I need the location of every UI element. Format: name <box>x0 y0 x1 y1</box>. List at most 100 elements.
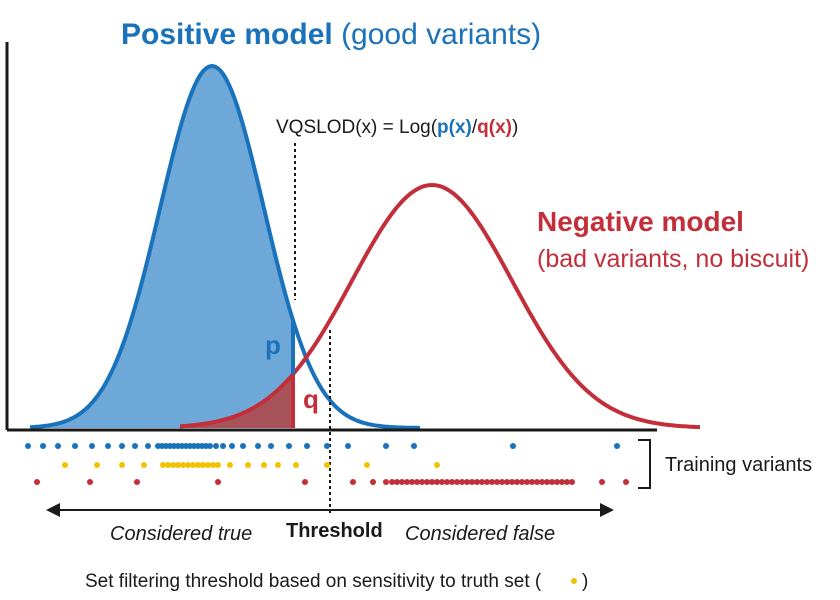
positive-variant-dot <box>105 443 111 449</box>
positive-variant-dot <box>119 443 125 449</box>
negative-variant-dot <box>504 479 510 485</box>
negative-variant-dot <box>370 479 376 485</box>
positive-model-title: Positive model (good variants) <box>121 18 541 51</box>
negative-variant-dot <box>449 479 455 485</box>
negative-variant-dot <box>479 479 485 485</box>
positive-variant-dot <box>89 443 95 449</box>
negative-variant-dot <box>419 479 425 485</box>
negative-variant-dot <box>484 479 490 485</box>
positive-variant-dots <box>25 443 620 449</box>
truth-set-variant-dot <box>205 462 211 468</box>
truth-set-variant-dot <box>141 462 147 468</box>
negative-variant-dot <box>559 479 565 485</box>
truth-set-variant-dot <box>210 462 216 468</box>
truth-set-variant-dot <box>275 462 281 468</box>
positive-variant-dot <box>383 443 389 449</box>
negative-variant-dot <box>399 479 405 485</box>
truth-set-variant-dot <box>364 462 370 468</box>
negative-variant-dot <box>549 479 555 485</box>
negative-model-curve <box>179 182 701 430</box>
negative-variant-dot <box>554 479 560 485</box>
truth-set-variant-dot <box>434 462 440 468</box>
negative-variant-dot <box>544 479 550 485</box>
negative-overlap-area <box>180 375 293 428</box>
positive-variant-dot <box>324 443 330 449</box>
training-variants-label: Training variants <box>665 454 812 476</box>
positive-variant-dot <box>411 443 417 449</box>
negative-variant-dot <box>464 479 470 485</box>
negative-variant-dot <box>389 479 395 485</box>
positive-variant-dot <box>255 443 261 449</box>
negative-variant-dot <box>623 479 629 485</box>
positive-variant-dot <box>207 443 213 449</box>
positive-model-curve <box>29 63 420 430</box>
q-label: q <box>303 384 319 414</box>
negative-variant-dot <box>569 479 575 485</box>
negative-variant-dot <box>509 479 515 485</box>
negative-variant-dot <box>424 479 430 485</box>
truth-set-variant-dot <box>324 462 330 468</box>
positive-variant-dot <box>229 443 235 449</box>
negative-variant-dot <box>429 479 435 485</box>
truth-set-variant-dot <box>261 462 267 468</box>
positive-variant-dot <box>268 443 274 449</box>
negative-variant-dot <box>439 479 445 485</box>
footer-close-paren: ) <box>582 571 588 592</box>
footer-note: Set filtering threshold based on sensiti… <box>85 571 542 592</box>
positive-variant-dot <box>240 443 246 449</box>
positive-variant-dot <box>510 443 516 449</box>
negative-variant-dot <box>529 479 535 485</box>
negative-variant-dot <box>499 479 505 485</box>
negative-variant-dot <box>514 479 520 485</box>
truth-set-variant-dot <box>200 462 206 468</box>
positive-variant-dot <box>304 443 310 449</box>
positive-variant-dot <box>286 443 292 449</box>
truth-set-variant-dot <box>293 462 299 468</box>
arrow-left-head <box>46 503 60 517</box>
truth-set-legend-dot <box>571 578 577 584</box>
positive-variant-dot <box>614 443 620 449</box>
negative-variant-dot <box>444 479 450 485</box>
formula: VQSLOD(x) = Log(p(x)/q(x)) <box>276 117 518 138</box>
negative-variant-dot <box>134 479 140 485</box>
truth-set-variant-dot <box>94 462 100 468</box>
truth-set-variant-dot <box>175 462 181 468</box>
negative-variant-dot <box>489 479 495 485</box>
truth-set-variant-dot <box>245 462 251 468</box>
truth-set-variant-dot <box>160 462 166 468</box>
negative-variant-dot <box>469 479 475 485</box>
p-label: p <box>265 330 281 360</box>
positive-variant-dot <box>40 443 46 449</box>
positive-variant-dot <box>220 443 226 449</box>
negative-variant-dot <box>599 479 605 485</box>
threshold-label: Threshold <box>286 520 383 542</box>
truth-set-variant-dot <box>215 462 221 468</box>
truth-set-variant-dot <box>185 462 191 468</box>
negative-variant-dot <box>519 479 525 485</box>
negative-variant-dot <box>394 479 400 485</box>
negative-variant-dot <box>350 479 356 485</box>
positive-variant-dot <box>145 443 151 449</box>
negative-variant-dot <box>414 479 420 485</box>
negative-variant-dot <box>404 479 410 485</box>
truth-set-variant-dot <box>195 462 201 468</box>
negative-variant-dot <box>459 479 465 485</box>
negative-variant-dots <box>34 479 629 485</box>
truth-set-variant-dots <box>62 462 440 468</box>
truth-set-variant-dot <box>180 462 186 468</box>
training-variants-bracket <box>638 439 651 489</box>
positive-model-area <box>30 66 293 428</box>
negative-variant-dot <box>564 479 570 485</box>
positive-variant-dot <box>213 443 219 449</box>
negative-variant-dot <box>434 479 440 485</box>
positive-variant-dot <box>25 443 31 449</box>
negative-variant-dot <box>534 479 540 485</box>
negative-variant-dot <box>494 479 500 485</box>
negative-variant-dot <box>87 479 93 485</box>
arrow-right-head <box>600 503 614 517</box>
truth-set-variant-dot <box>62 462 68 468</box>
negative-variant-dot <box>454 479 460 485</box>
negative-model-title: Negative model <box>537 206 744 237</box>
positive-variant-dot <box>132 443 138 449</box>
